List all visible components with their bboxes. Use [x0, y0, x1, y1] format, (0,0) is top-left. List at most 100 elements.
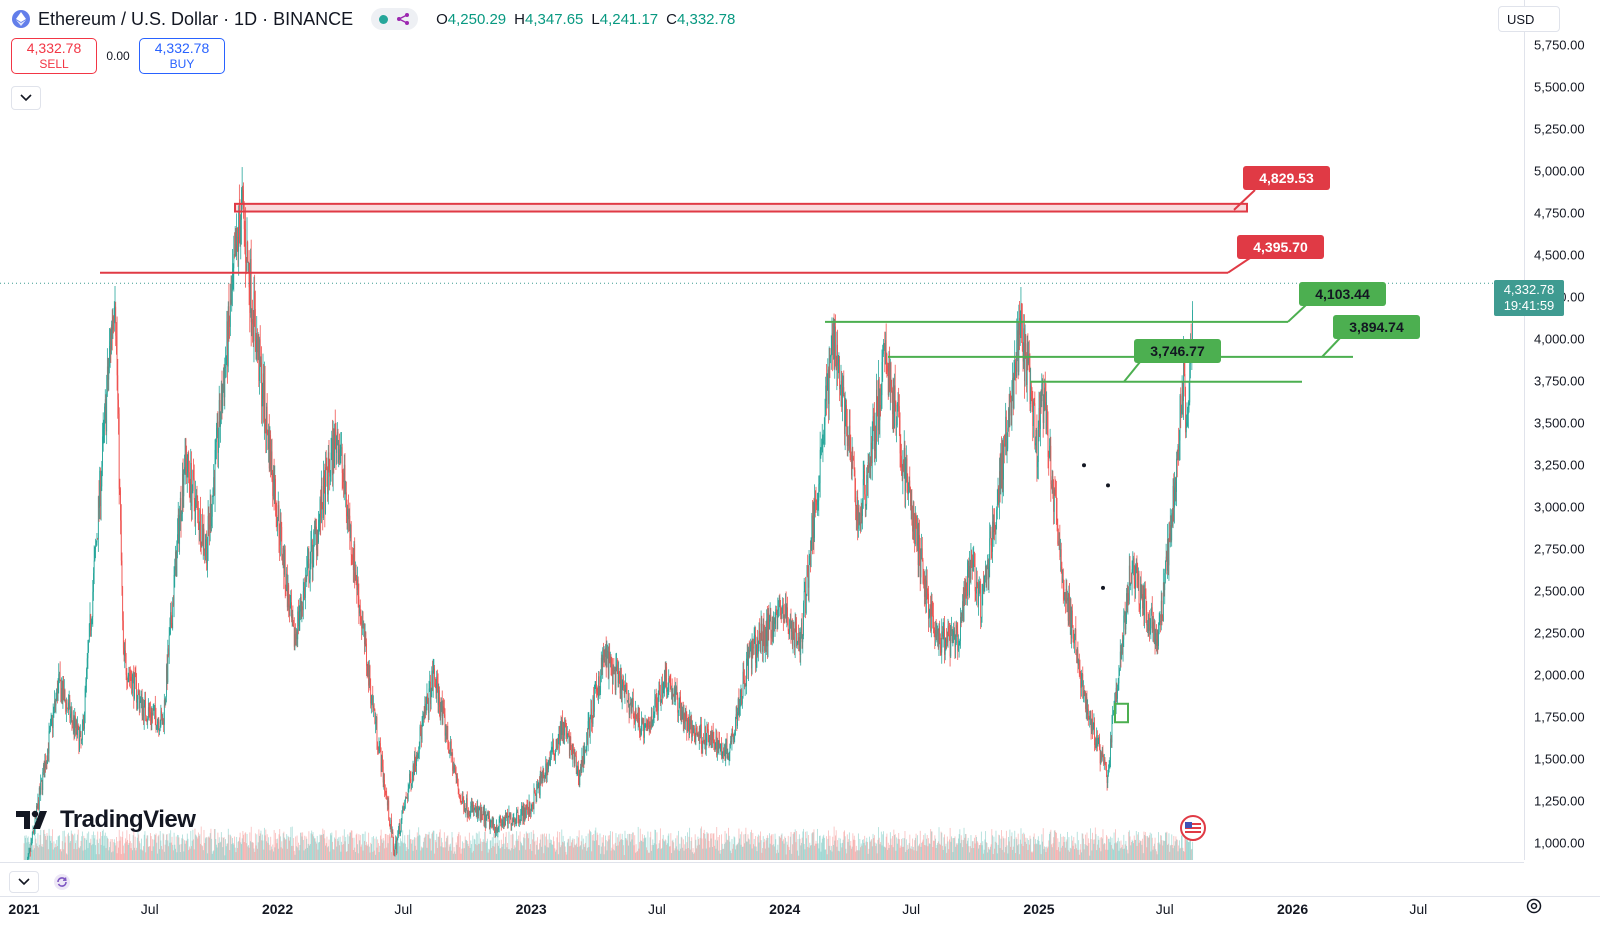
candle-body [1071, 607, 1072, 639]
candle-body [641, 726, 642, 734]
candle-body [745, 683, 746, 686]
candle-body [666, 667, 667, 692]
candle-body [203, 529, 204, 545]
candle-body [866, 475, 867, 504]
candle-body [484, 811, 485, 821]
candle-body [723, 751, 724, 752]
candle-body [529, 802, 530, 815]
candle-body [883, 350, 884, 354]
candle-body [1072, 611, 1073, 626]
candle-body [737, 712, 738, 726]
candle-body [922, 548, 923, 559]
candle-body [461, 802, 462, 803]
candle-body [58, 674, 59, 683]
candle-body [1097, 735, 1098, 746]
candle-body [588, 721, 589, 744]
candle-body [138, 691, 139, 699]
candle-body [103, 426, 104, 429]
candle-body [89, 624, 90, 642]
candle-body [858, 508, 859, 529]
candle-body [898, 404, 899, 406]
candle-body [1009, 393, 1010, 425]
candle-body [924, 585, 925, 597]
candle-body [442, 701, 443, 716]
candle-body [751, 645, 752, 668]
candle-body [1080, 674, 1081, 688]
candle-body [695, 728, 696, 742]
candle-body [523, 804, 524, 821]
candle-body [402, 813, 403, 820]
candle-body [337, 432, 338, 436]
candle-body [639, 718, 640, 732]
candle-body [421, 733, 422, 739]
candle-body [387, 797, 388, 806]
candle-body [531, 805, 532, 810]
candle-body [379, 743, 380, 745]
candle-body [663, 689, 664, 690]
price-chart[interactable] [0, 0, 1524, 860]
candle-body [1074, 639, 1075, 643]
candle-body [652, 721, 653, 726]
candle-body [349, 516, 350, 519]
candle-body [281, 521, 282, 527]
candle-body [775, 617, 776, 624]
candle-body [828, 370, 829, 404]
candle-body [862, 500, 863, 516]
candle-body [157, 722, 158, 729]
candle-body [575, 756, 576, 757]
candle-body [158, 722, 159, 732]
candle-body [747, 655, 748, 659]
candle-body [75, 716, 76, 728]
candle-body [952, 630, 953, 642]
candle-body [554, 750, 555, 754]
candle-body [329, 452, 330, 470]
candle-body [657, 705, 658, 711]
candle-body [168, 649, 169, 656]
candle-body [1088, 709, 1089, 718]
candle-body [1065, 598, 1066, 601]
candle-body [820, 449, 821, 450]
candle-body [654, 699, 655, 714]
candle-body [461, 801, 462, 802]
candle-body [1064, 598, 1065, 599]
candle-body [600, 676, 601, 688]
candle-body [240, 226, 241, 244]
candle-body [1000, 471, 1001, 489]
candle-body [1046, 402, 1047, 429]
candle-body [118, 400, 119, 414]
candle-body [601, 658, 602, 676]
candle-body [208, 516, 209, 525]
candle-body [492, 817, 493, 823]
candle-body [607, 651, 608, 652]
candle-body [895, 385, 896, 403]
candle-body [1063, 579, 1064, 589]
candle-body [28, 857, 29, 860]
candle-body [331, 453, 332, 474]
candle-body [1133, 558, 1134, 560]
candle-body [197, 499, 198, 508]
candle-body [299, 612, 300, 619]
candle-body [550, 758, 551, 764]
candle-body [812, 516, 813, 539]
candle-body [628, 698, 629, 702]
candle-body [857, 497, 858, 521]
candle-body [49, 730, 50, 731]
chart-area[interactable] [0, 0, 1525, 860]
candle-body [313, 531, 314, 559]
candle-body [627, 685, 628, 702]
candle-body [124, 647, 125, 656]
candle-body [811, 537, 812, 566]
candle-body [667, 690, 668, 692]
candle-body [789, 620, 790, 635]
candle-body [208, 516, 209, 549]
candle-body [193, 470, 194, 478]
candle-body [604, 655, 605, 657]
candle-body [555, 751, 556, 756]
candle-body [163, 719, 164, 725]
candle-body [900, 420, 901, 453]
candle-body [261, 363, 262, 407]
candle-body [571, 750, 572, 752]
candle-body [727, 756, 728, 758]
candle-body [1030, 386, 1031, 404]
candle-body [834, 318, 835, 359]
